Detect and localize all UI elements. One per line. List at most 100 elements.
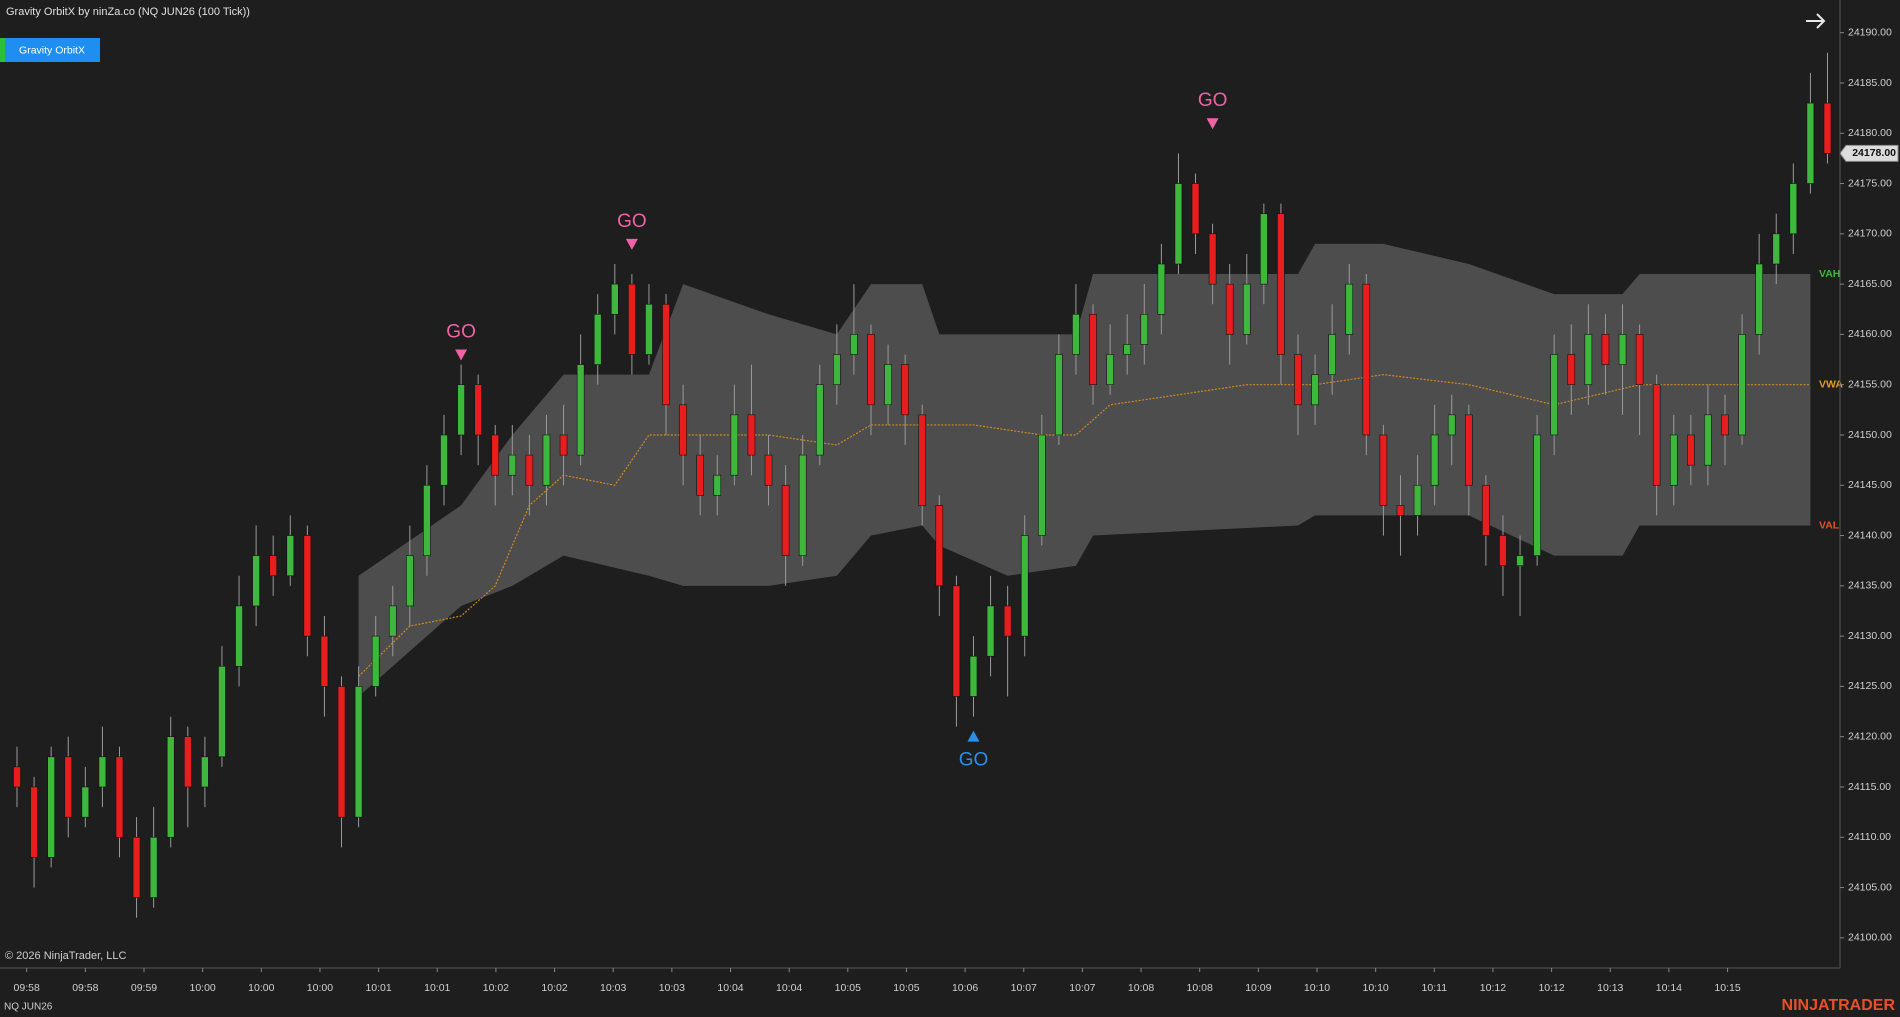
x-tick-label: 09:58 (72, 982, 98, 994)
x-tick-label: 10:08 (1128, 982, 1154, 994)
brand-logo: NINJATRADER (1782, 997, 1896, 1014)
candle-body (286, 535, 295, 577)
candle-body (1055, 354, 1063, 436)
candle-body (1106, 354, 1114, 385)
candle-body (1652, 384, 1661, 486)
y-tick-label: 24170.00 (1848, 228, 1892, 240)
indicator-button-label[interactable]: Gravity OrbitX (19, 44, 85, 56)
candle-body (235, 605, 243, 667)
x-tick-label: 10:15 (1714, 982, 1740, 994)
signal-label: GO (959, 750, 989, 771)
y-tick-label: 24100.00 (1848, 932, 1892, 944)
candle-body (1277, 213, 1285, 355)
y-tick-label: 24190.00 (1848, 26, 1892, 38)
candle-body (781, 484, 790, 556)
candle-body (201, 756, 209, 788)
y-tick-label: 24180.00 (1848, 127, 1892, 139)
candle-body (491, 434, 500, 476)
candle-body (1379, 434, 1388, 506)
candle-body (559, 434, 568, 456)
candle-body (269, 555, 278, 577)
candle-body (1140, 313, 1149, 345)
candle-body (1020, 535, 1029, 637)
indicator-strip (0, 38, 5, 62)
candle-body (218, 665, 226, 758)
x-tick-label: 10:10 (1304, 982, 1330, 994)
candle-body (696, 454, 705, 496)
candle-body (1755, 263, 1763, 335)
y-tick-label: 24110.00 (1848, 831, 1891, 843)
candle-body (1123, 344, 1131, 355)
y-tick-label: 24160.00 (1848, 328, 1892, 340)
y-tick-label: 24150.00 (1848, 429, 1892, 441)
last-price-tag (1839, 144, 1899, 162)
last-price-label: 24178.00 (1852, 147, 1896, 159)
candle-body (337, 686, 346, 818)
candle-body (1499, 535, 1507, 567)
candle-body (474, 384, 482, 436)
candle-body (610, 283, 619, 315)
candle-body (662, 303, 670, 406)
candle-body (1482, 484, 1490, 536)
candle-body (1260, 213, 1268, 285)
x-tick-label: 10:00 (248, 982, 274, 994)
candle-body (901, 364, 909, 416)
candle-body (1567, 354, 1576, 385)
candle-body (1447, 414, 1456, 436)
x-tick-label: 10:01 (365, 982, 391, 994)
candle-body (1550, 354, 1558, 436)
candle-body (1208, 233, 1217, 285)
candle-body (1362, 283, 1371, 436)
candle-body (64, 756, 73, 818)
candle-body (867, 334, 875, 406)
candle-body (1157, 263, 1166, 315)
candle-body (815, 384, 824, 456)
candle-body (764, 454, 773, 486)
indicator-button[interactable] (5, 38, 100, 62)
candle-body (730, 414, 739, 476)
candle-body (184, 736, 192, 788)
candle-body (1772, 233, 1781, 265)
candle-body (576, 364, 585, 456)
y-tick-label: 24165.00 (1848, 278, 1892, 290)
candle-body (1516, 555, 1524, 567)
candle-body (1225, 283, 1234, 335)
x-tick-label: 10:05 (893, 982, 919, 994)
candle-body (1704, 414, 1712, 466)
band-layer (358, 243, 1811, 697)
value-area-band (358, 243, 1811, 697)
y-tick-label: 24105.00 (1848, 881, 1892, 893)
y-tick-label: 24185.00 (1848, 77, 1892, 89)
candle-body (747, 414, 756, 456)
signal-marker (967, 730, 980, 742)
y-tick-label: 24175.00 (1848, 177, 1892, 189)
level-label: VAH (1819, 268, 1840, 280)
x-tick-label: 10:11 (1422, 982, 1448, 994)
candle-body (303, 535, 312, 637)
candle-body (1396, 505, 1405, 516)
candle-body (388, 605, 397, 637)
x-tick-label: 09:58 (14, 982, 40, 994)
candle-body (645, 303, 653, 355)
candle-body (542, 434, 551, 486)
x-tick-label: 10:04 (776, 982, 802, 994)
y-tick-label: 24155.00 (1848, 378, 1892, 390)
arrow-icon[interactable] (1806, 13, 1826, 29)
candle-body (252, 555, 260, 607)
signal-label: GO (446, 322, 476, 343)
chart-title: Gravity OrbitX by ninZa.co (NQ JUN26 (10… (6, 6, 250, 18)
x-tick-label: 10:07 (1069, 982, 1095, 994)
x-tick-label: 10:02 (483, 982, 509, 994)
candle-body (525, 454, 534, 486)
candle-body (1738, 334, 1746, 436)
y-tick-label: 24140.00 (1848, 529, 1892, 541)
candle-body (1823, 102, 1832, 154)
candle-body (30, 786, 38, 858)
candle-body (457, 384, 465, 436)
candle-body (628, 283, 636, 355)
y-tick-label: 24125.00 (1848, 680, 1892, 692)
x-tick-label: 10:05 (835, 982, 861, 994)
candle-body (1003, 605, 1012, 637)
candle-body (440, 434, 448, 486)
